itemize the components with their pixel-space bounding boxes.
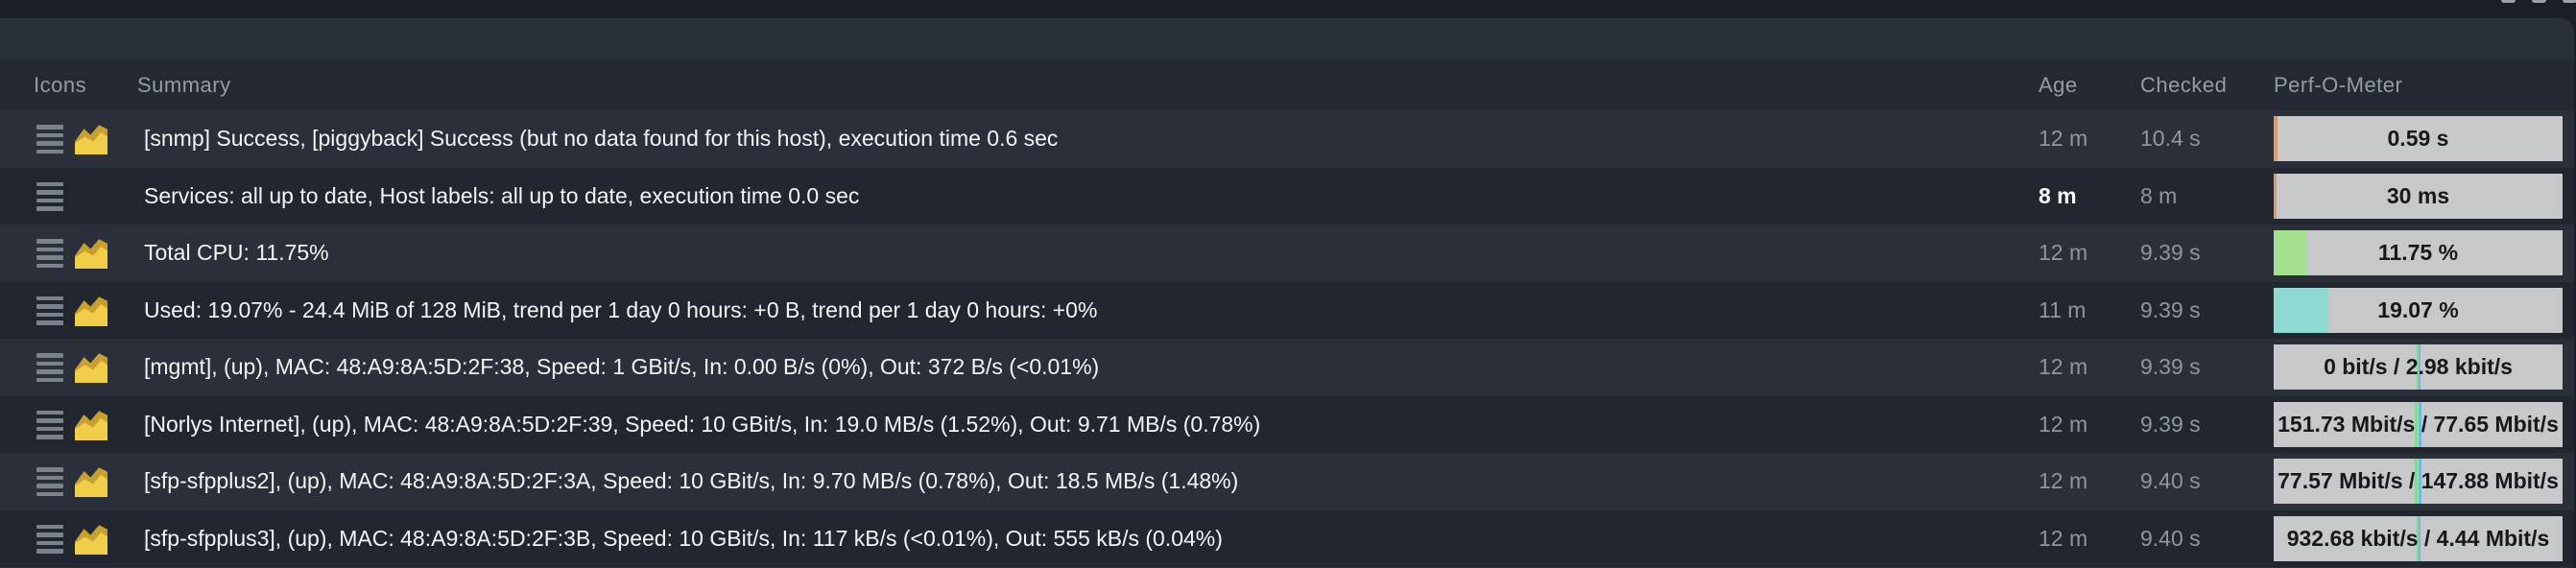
perf-o-meter-bar[interactable]: 0.59 s: [2274, 116, 2563, 161]
service-age: 12 m: [2039, 525, 2088, 551]
menu-icon[interactable]: [36, 410, 63, 439]
clipped-toolbar-icon[interactable]: [2563, 0, 2576, 3]
perf-o-meter-fill: [2417, 344, 2420, 390]
perf-o-meter-fill: [2418, 459, 2421, 504]
perf-o-meter-fill: [2274, 230, 2308, 275]
service-checked: 9.40 s: [2140, 525, 2201, 551]
perf-o-meter-fill: [2274, 173, 2277, 219]
service-summary: Used: 19.07% - 24.4 MiB of 128 MiB, tren…: [144, 296, 1098, 322]
service-age: 12 m: [2039, 411, 2088, 437]
perf-o-meter-bar[interactable]: 19.07 %: [2274, 287, 2563, 333]
table-body: [snmp] Success, [piggyback] Success (but…: [0, 110, 2574, 567]
service-summary: [Norlys Internet], (up), MAC: 48:A9:8A:5…: [144, 411, 1261, 437]
perf-o-meter-value: 151.73 Mbit/s / 77.65 Mbit/s: [2278, 411, 2559, 437]
service-checked: 9.39 s: [2140, 296, 2201, 322]
perf-o-meter-value: 30 ms: [2386, 182, 2450, 208]
menu-icon[interactable]: [36, 181, 63, 211]
perf-o-meter-value: 19.07 %: [2377, 296, 2459, 322]
service-summary: Total CPU: 11.75%: [144, 240, 329, 265]
menu-icon[interactable]: [36, 239, 63, 268]
menu-icon[interactable]: [36, 125, 63, 154]
menu-icon[interactable]: [36, 524, 63, 554]
clipped-toolbar-icon[interactable]: [2501, 0, 2516, 3]
column-header-icons[interactable]: Icons: [34, 73, 87, 97]
table-row: [sfp-sfpplus2], (up), MAC: 48:A9:8A:5D:2…: [0, 453, 2574, 510]
service-checked: 9.39 s: [2140, 411, 2201, 437]
services-table-panel: Icons Summary Age Checked Perf-O-Meter […: [0, 18, 2574, 568]
service-summary: [sfp-sfpplus3], (up), MAC: 48:A9:8A:5D:2…: [144, 525, 1223, 551]
table-row: [mgmt], (up), MAC: 48:A9:8A:5D:2F:38, Sp…: [0, 339, 2574, 396]
service-age: 8 m: [2039, 182, 2077, 208]
perf-o-meter-value: 0.59 s: [2387, 126, 2449, 151]
perf-o-meter-value: 932.68 kbit/s / 4.44 Mbit/s: [2286, 525, 2550, 551]
perf-o-meter-fill: [2274, 287, 2329, 333]
perf-o-meter-bar[interactable]: 0 bit/s / 2.98 kbit/s: [2274, 344, 2563, 390]
service-checked: 9.40 s: [2140, 468, 2201, 493]
service-summary: Services: all up to date, Host labels: a…: [144, 182, 860, 208]
clipped-toolbar-icon[interactable]: [2532, 0, 2546, 3]
perf-o-meter-fill: [2415, 459, 2419, 504]
menu-icon[interactable]: [36, 296, 63, 325]
column-header-checked[interactable]: Checked: [2140, 73, 2228, 97]
menu-icon[interactable]: [36, 353, 63, 382]
perf-o-meter-bar[interactable]: 77.57 Mbit/s / 147.88 Mbit/s: [2274, 459, 2563, 504]
service-checked: 9.39 s: [2140, 354, 2201, 379]
graph-icon[interactable]: [75, 296, 107, 326]
graph-icon[interactable]: [75, 352, 107, 383]
service-age: 12 m: [2039, 354, 2088, 379]
perf-o-meter-fill: [2418, 401, 2421, 447]
service-summary: [sfp-sfpplus2], (up), MAC: 48:A9:8A:5D:2…: [144, 468, 1239, 493]
top-toolbar-strip: [0, 0, 2576, 18]
column-header-age[interactable]: Age: [2039, 73, 2078, 97]
perf-o-meter-value: 77.57 Mbit/s / 147.88 Mbit/s: [2278, 468, 2559, 493]
graph-icon[interactable]: [75, 466, 107, 497]
service-age: 12 m: [2039, 468, 2088, 493]
perf-o-meter-fill: [2274, 116, 2278, 161]
perf-o-meter-bar[interactable]: 151.73 Mbit/s / 77.65 Mbit/s: [2274, 401, 2563, 447]
perf-o-meter-value: 11.75 %: [2377, 240, 2459, 265]
table-row: [snmp] Success, [piggyback] Success (but…: [0, 110, 2574, 168]
service-age: 12 m: [2039, 240, 2088, 265]
service-summary: [mgmt], (up), MAC: 48:A9:8A:5D:2F:38, Sp…: [144, 354, 1100, 379]
table-row: Services: all up to date, Host labels: a…: [0, 167, 2574, 225]
perf-o-meter-bar[interactable]: 932.68 kbit/s / 4.44 Mbit/s: [2274, 515, 2563, 561]
graph-icon[interactable]: [75, 238, 107, 269]
service-age: 12 m: [2039, 126, 2088, 151]
perf-o-meter-fill: [2418, 515, 2421, 561]
perf-o-meter-bar[interactable]: 30 ms: [2274, 173, 2563, 219]
perf-o-meter-value: 0 bit/s / 2.98 kbit/s: [2324, 354, 2513, 379]
table-row: [Norlys Internet], (up), MAC: 48:A9:8A:5…: [0, 395, 2574, 453]
table-row: [sfp-sfpplus3], (up), MAC: 48:A9:8A:5D:2…: [0, 509, 2574, 567]
graph-icon[interactable]: [75, 124, 107, 154]
perf-o-meter-fill: [2418, 344, 2421, 390]
service-checked: 8 m: [2140, 182, 2178, 208]
table-row: Total CPU: 11.75% 12 m 9.39 s 11.75 %: [0, 225, 2574, 282]
graph-icon[interactable]: [75, 524, 107, 555]
perf-o-meter-fill: [2415, 401, 2419, 447]
service-summary: [snmp] Success, [piggyback] Success (but…: [144, 126, 1059, 151]
table-row: Used: 19.07% - 24.4 MiB of 128 MiB, tren…: [0, 281, 2574, 339]
table-header-row: Icons Summary Age Checked Perf-O-Meter: [0, 59, 2574, 110]
service-age: 11 m: [2039, 296, 2087, 322]
panel-top-spacer: [0, 18, 2574, 59]
menu-icon[interactable]: [36, 467, 63, 496]
column-header-summary[interactable]: Summary: [137, 73, 231, 97]
perf-o-meter-bar[interactable]: 11.75 %: [2274, 230, 2563, 275]
graph-icon[interactable]: [75, 410, 107, 440]
perf-o-meter-fill: [2416, 515, 2419, 561]
service-checked: 10.4 s: [2140, 126, 2201, 151]
column-header-perf-o-meter[interactable]: Perf-O-Meter: [2274, 73, 2403, 97]
service-checked: 9.39 s: [2140, 240, 2201, 265]
